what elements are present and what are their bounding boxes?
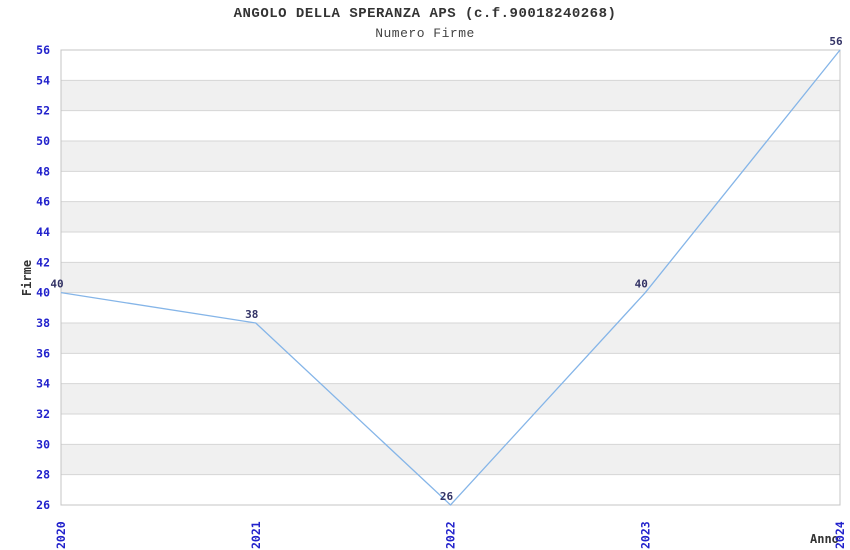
data-point-label: 40 (635, 278, 648, 291)
y-tick-label: 50 (36, 134, 50, 148)
zebra-band (61, 292, 840, 323)
y-tick-label: 44 (36, 225, 50, 239)
chart-title: ANGOLO DELLA SPERANZA APS (c.f.900182402… (233, 6, 617, 22)
x-tick-label: 2022 (444, 521, 458, 549)
zebra-band (61, 110, 840, 141)
x-tick-label: 2021 (249, 521, 263, 549)
y-tick-label: 30 (36, 437, 50, 451)
data-point-label: 26 (440, 490, 454, 503)
y-tick-label: 28 (36, 468, 50, 482)
zebra-band (61, 383, 840, 414)
y-tick-label: 52 (36, 104, 50, 118)
y-tick-label: 56 (36, 43, 50, 57)
data-point-label: 38 (245, 308, 258, 321)
zebra-band (61, 474, 840, 505)
x-tick-label: 2020 (54, 521, 68, 549)
zebra-band (61, 353, 840, 384)
zebra-band (61, 262, 840, 293)
data-point-label: 40 (50, 278, 63, 291)
zebra-band (61, 201, 840, 232)
y-tick-label: 36 (36, 346, 50, 360)
zebra-band (61, 50, 840, 81)
y-tick-label: 32 (36, 407, 50, 421)
zebra-band (61, 414, 840, 445)
x-tick-label: 2023 (638, 521, 652, 549)
y-tick-label: 26 (36, 498, 50, 512)
y-tick-label: 42 (36, 255, 50, 269)
y-tick-label: 54 (36, 73, 50, 87)
x-tick-label: 2024 (833, 521, 847, 549)
y-tick-label: 48 (36, 164, 50, 178)
y-tick-label: 40 (36, 286, 50, 300)
x-axis-title: Anno (810, 532, 839, 546)
zebra-band (61, 444, 840, 475)
y-tick-label: 46 (36, 195, 50, 209)
y-tick-label: 34 (36, 377, 50, 391)
chart-subtitle: Numero Firme (375, 26, 475, 41)
zebra-band (61, 171, 840, 202)
y-tick-label: 38 (36, 316, 50, 330)
data-point-label: 56 (829, 35, 843, 48)
data-line (60, 49, 841, 506)
zebra-band (61, 141, 840, 172)
zebra-band (61, 323, 840, 354)
zebra-band (61, 80, 840, 111)
zebra-band (61, 232, 840, 263)
